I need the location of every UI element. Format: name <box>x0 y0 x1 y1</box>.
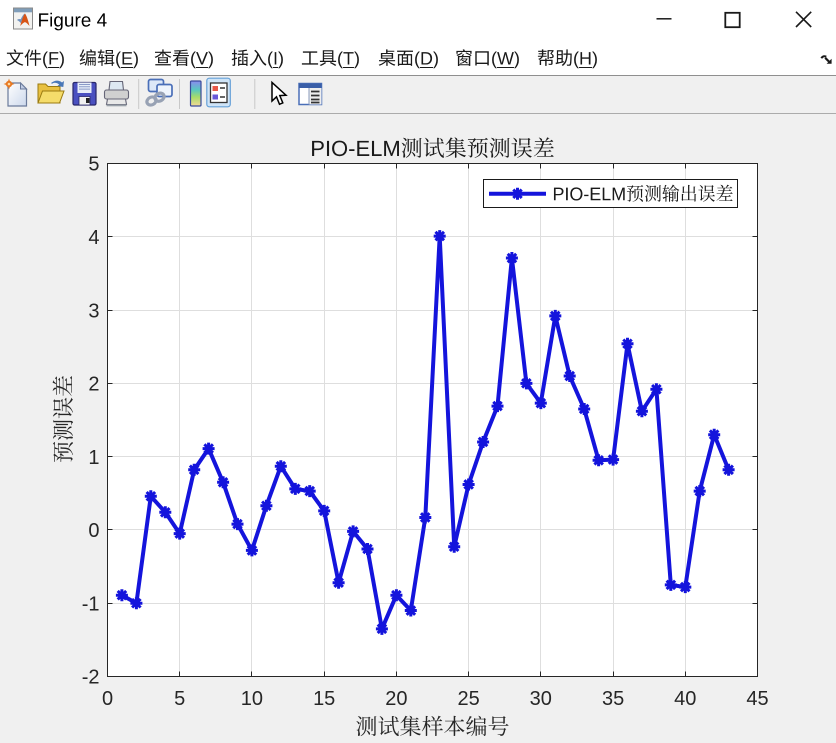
svg-text:5: 5 <box>174 688 185 710</box>
svg-text:0: 0 <box>102 688 113 710</box>
svg-text:-1: -1 <box>82 593 100 615</box>
svg-text:30: 30 <box>530 688 552 710</box>
svg-text:15: 15 <box>313 688 335 710</box>
svg-text:3: 3 <box>88 300 99 322</box>
svg-text:5: 5 <box>88 154 99 176</box>
svg-text:45: 45 <box>746 688 768 710</box>
svg-text:4: 4 <box>88 227 99 249</box>
svg-text:25: 25 <box>457 688 479 710</box>
svg-text:10: 10 <box>241 688 263 710</box>
svg-text:35: 35 <box>602 688 624 710</box>
svg-text:20: 20 <box>385 688 407 710</box>
svg-text:-2: -2 <box>82 667 100 689</box>
svg-text:2: 2 <box>88 374 99 396</box>
svg-text:1: 1 <box>88 447 99 469</box>
svg-text:0: 0 <box>88 520 99 542</box>
svg-text:40: 40 <box>674 688 696 710</box>
